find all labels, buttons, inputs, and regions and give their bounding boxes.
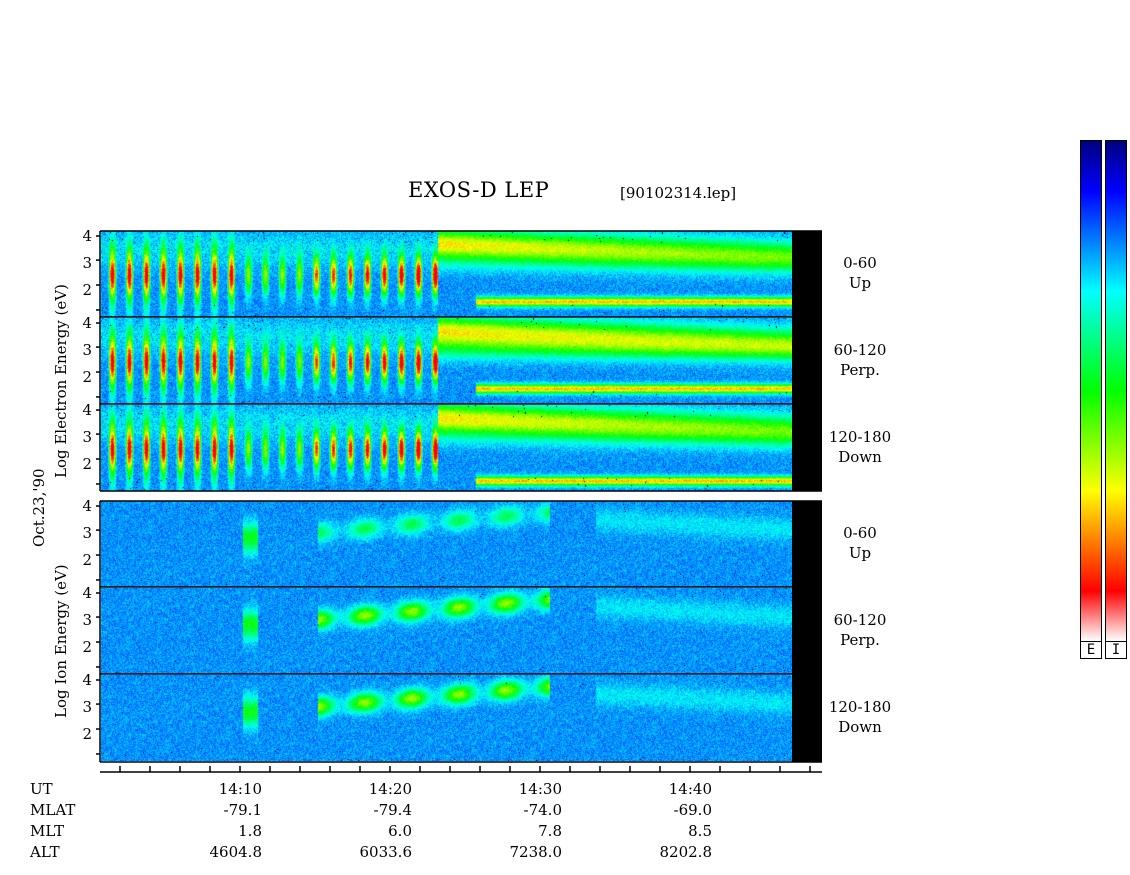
spectrogram-ion-5 (101, 675, 792, 761)
pitch-direction: Perp. (840, 361, 880, 379)
spectrogram-canvas-0 (101, 231, 792, 317)
chart-title: EXOS-D LEP (408, 178, 550, 202)
y-tick-label: 4 (82, 671, 92, 689)
spectrogram-ion-3 (101, 501, 792, 587)
orbit-row-label: MLT (30, 822, 65, 840)
y-tick-label: 4 (82, 401, 92, 419)
orbit-value-alt: 8202.8 (659, 843, 713, 861)
orbit-row-label: ALT (30, 843, 60, 861)
electron-ylabel: Log Electron Energy (eV) (52, 284, 70, 478)
pitch-label-5: 120-180 Down (820, 697, 900, 737)
orbit-value-ut: 14:10 (218, 780, 262, 798)
ion-ylabel: Log Ion Energy (eV) (52, 564, 70, 718)
orbit-value-ut: 14:30 (518, 780, 562, 798)
colorbar-label-i: I (1105, 641, 1127, 659)
colorbar-label-e: E (1080, 641, 1102, 659)
orbit-value-mlt: 8.5 (688, 822, 712, 840)
spectrogram-electron-2 (101, 405, 792, 491)
spectrogram-electron-0 (101, 231, 792, 317)
orbit-row-label: UT (30, 780, 53, 798)
colorbar-ion (1105, 140, 1127, 642)
pitch-label-3: 0-60 Up (820, 523, 900, 563)
y-tick-label: 2 (82, 638, 92, 656)
pitch-range: 60-120 (833, 611, 887, 629)
pitch-range: 120-180 (828, 698, 892, 716)
pitch-label-2: 120-180 Down (820, 427, 900, 467)
orbit-value-alt: 6033.6 (359, 843, 413, 861)
orbit-row-label: MLAT (30, 801, 76, 819)
spectrogram-canvas-2 (101, 405, 792, 491)
spectrogram-ion-4 (101, 588, 792, 674)
orbit-value-alt: 4604.8 (209, 843, 263, 861)
y-tick-label: 4 (82, 497, 92, 515)
colorbar-electron (1080, 140, 1102, 642)
orbit-value-alt: 7238.0 (509, 843, 563, 861)
y-tick-label: 3 (82, 698, 92, 716)
pitch-range: 0-60 (843, 524, 877, 542)
pitch-direction: Down (838, 448, 882, 466)
y-tick-label: 3 (82, 341, 92, 359)
data-gap-electron (792, 231, 822, 491)
orbit-value-mlat: -79.4 (373, 801, 412, 819)
spectrogram-canvas-1 (101, 318, 792, 404)
orbit-value-mlt: 6.0 (388, 822, 412, 840)
data-gap-ion (792, 501, 822, 762)
date-label: Oct.23,'90 (30, 468, 48, 547)
spectrogram-canvas-4 (101, 588, 792, 674)
pitch-direction: Down (838, 718, 882, 736)
orbit-value-mlat: -79.1 (223, 801, 262, 819)
spectrogram-canvas-3 (101, 501, 792, 587)
pitch-label-1: 60-120 Perp. (820, 340, 900, 380)
y-tick-label: 2 (82, 455, 92, 473)
y-tick-label: 3 (82, 611, 92, 629)
y-tick-label: 4 (82, 584, 92, 602)
pitch-range: 120-180 (828, 428, 892, 446)
orbit-value-ut: 14:40 (668, 780, 712, 798)
y-tick-label: 2 (82, 281, 92, 299)
pitch-direction: Up (848, 274, 872, 292)
y-tick-label: 3 (82, 428, 92, 446)
orbit-value-mlt: 1.8 (238, 822, 262, 840)
orbit-value-mlat: -69.0 (673, 801, 712, 819)
pitch-range: 0-60 (843, 254, 877, 272)
spectrogram-canvas-5 (101, 675, 792, 761)
y-tick-label: 4 (82, 227, 92, 245)
y-tick-label: 3 (82, 254, 92, 272)
pitch-direction: Up (848, 544, 872, 562)
y-tick-label: 3 (82, 524, 92, 542)
orbit-value-mlt: 7.8 (538, 822, 562, 840)
pitch-direction: Perp. (840, 631, 880, 649)
orbit-value-mlat: -74.0 (523, 801, 562, 819)
y-tick-label: 2 (82, 725, 92, 743)
orbit-value-ut: 14:20 (368, 780, 412, 798)
y-tick-label: 2 (82, 368, 92, 386)
file-label: [90102314.lep] (620, 184, 737, 202)
y-tick-label: 2 (82, 551, 92, 569)
pitch-label-0: 0-60 Up (820, 253, 900, 293)
pitch-range: 60-120 (833, 341, 887, 359)
y-tick-label: 4 (82, 314, 92, 332)
spectrogram-electron-1 (101, 318, 792, 404)
pitch-label-4: 60-120 Perp. (820, 610, 900, 650)
